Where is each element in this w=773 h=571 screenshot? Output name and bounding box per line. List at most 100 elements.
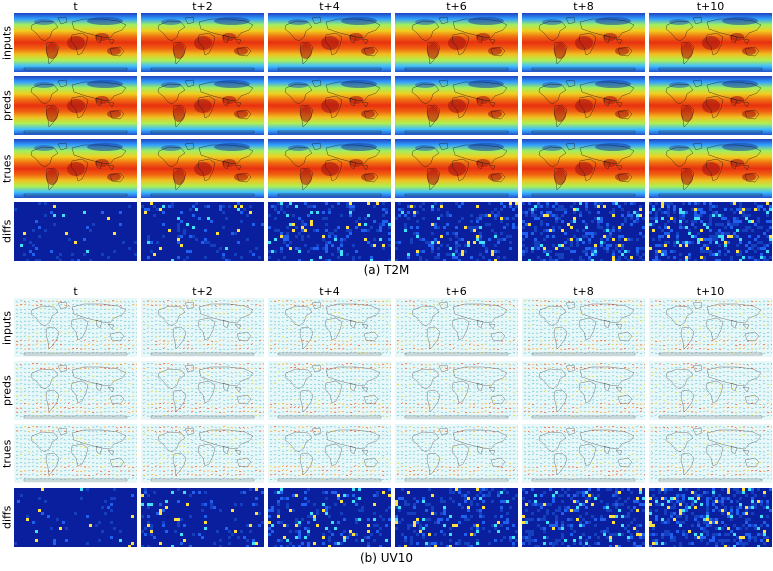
map-cell-inputs: [268, 13, 391, 72]
map-cell-inputs: [395, 298, 518, 357]
map-image: [14, 298, 137, 357]
map-cell-inputs: [649, 13, 772, 72]
column-header: t+6: [446, 0, 467, 13]
map-image: [14, 202, 137, 261]
map-image: [268, 361, 391, 420]
map-cell-inputs: [14, 298, 137, 357]
map-image: [141, 139, 264, 198]
map-cell-diffs: [141, 488, 264, 547]
map-image: [395, 76, 518, 135]
row-label: inputs: [0, 310, 14, 345]
row-label: trues: [0, 154, 14, 183]
map-cell-diffs: [522, 202, 645, 261]
map-image: [522, 76, 645, 135]
map-cell-trues: [395, 424, 518, 483]
map-image: [268, 202, 391, 261]
map-cell-preds: [395, 361, 518, 420]
column-header: t: [73, 0, 78, 13]
map-image: [14, 361, 137, 420]
map-image: [141, 13, 264, 72]
map-cell-preds: [268, 76, 391, 135]
row-label: diffs: [0, 505, 14, 530]
row-label: preds: [0, 375, 14, 406]
map-cell-inputs: [395, 13, 518, 72]
column-header: t+2: [192, 285, 213, 298]
map-image: [14, 488, 137, 547]
map-cell-trues: [141, 424, 264, 483]
map-image: [268, 424, 391, 483]
map-image: [141, 488, 264, 547]
column-header: t+8: [573, 285, 594, 298]
map-cell-trues: [268, 424, 391, 483]
panel-caption: (a) T2M: [363, 263, 410, 277]
map-cell-trues: [649, 139, 772, 198]
map-image: [141, 76, 264, 135]
map-image: [395, 202, 518, 261]
map-cell-diffs: [649, 202, 772, 261]
map-image: [522, 424, 645, 483]
column-header: t+10: [696, 285, 725, 298]
map-image: [395, 488, 518, 547]
map-cell-diffs: [268, 202, 391, 261]
map-image: [141, 298, 264, 357]
column-header: t+2: [192, 0, 213, 13]
map-image: [14, 76, 137, 135]
map-cell-inputs: [14, 13, 137, 72]
column-header: t: [73, 285, 78, 298]
map-image: [141, 424, 264, 483]
map-cell-diffs: [14, 488, 137, 547]
row-label: trues: [0, 439, 14, 468]
map-image: [395, 139, 518, 198]
row-label: preds: [0, 90, 14, 121]
map-image: [14, 13, 137, 72]
map-cell-trues: [522, 424, 645, 483]
map-cell-diffs: [522, 488, 645, 547]
map-cell-trues: [14, 139, 137, 198]
map-image: [649, 424, 772, 483]
map-image: [14, 424, 137, 483]
map-image: [649, 488, 772, 547]
map-cell-inputs: [522, 298, 645, 357]
map-cell-preds: [395, 76, 518, 135]
map-cell-preds: [649, 361, 772, 420]
map-image: [649, 76, 772, 135]
column-header: t+10: [696, 0, 725, 13]
map-cell-trues: [649, 424, 772, 483]
map-image: [649, 202, 772, 261]
row-label: inputs: [0, 25, 14, 60]
map-image: [522, 13, 645, 72]
map-cell-trues: [141, 139, 264, 198]
map-image: [522, 202, 645, 261]
map-image: [649, 298, 772, 357]
map-cell-inputs: [649, 298, 772, 357]
map-cell-preds: [141, 76, 264, 135]
map-cell-diffs: [141, 202, 264, 261]
map-cell-trues: [522, 139, 645, 198]
map-cell-preds: [14, 361, 137, 420]
map-cell-preds: [522, 76, 645, 135]
map-image: [268, 13, 391, 72]
map-cell-preds: [649, 76, 772, 135]
map-image: [395, 13, 518, 72]
map-image: [522, 361, 645, 420]
map-cell-diffs: [649, 488, 772, 547]
map-image: [268, 488, 391, 547]
map-cell-inputs: [522, 13, 645, 72]
column-header: t+6: [446, 285, 467, 298]
map-image: [395, 298, 518, 357]
map-cell-preds: [141, 361, 264, 420]
map-cell-diffs: [268, 488, 391, 547]
panel-caption: (b) UV10: [359, 551, 414, 565]
map-cell-inputs: [141, 13, 264, 72]
map-cell-preds: [522, 361, 645, 420]
map-image: [395, 424, 518, 483]
column-header: t+8: [573, 0, 594, 13]
map-cell-inputs: [268, 298, 391, 357]
map-image: [14, 139, 137, 198]
map-cell-preds: [14, 76, 137, 135]
column-header: t+4: [319, 0, 340, 13]
map-cell-diffs: [395, 488, 518, 547]
map-image: [141, 361, 264, 420]
map-cell-trues: [268, 139, 391, 198]
map-cell-inputs: [141, 298, 264, 357]
